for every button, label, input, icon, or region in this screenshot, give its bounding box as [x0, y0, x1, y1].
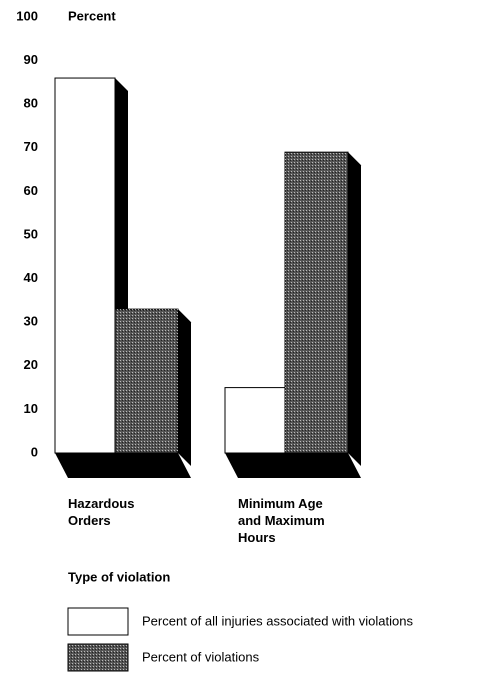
- legend-texture: [68, 644, 128, 671]
- legend-label: Percent of all injuries associated with …: [142, 613, 413, 628]
- floor: [225, 453, 361, 478]
- y-tick-label: 100: [16, 8, 38, 23]
- floor: [55, 453, 191, 478]
- y-tick-label: 20: [24, 357, 38, 372]
- legend-swatch: [67, 607, 129, 636]
- y-tick-label: 10: [24, 401, 38, 416]
- y-tick-label: 30: [24, 314, 38, 329]
- y-axis-label: Percent: [68, 8, 116, 23]
- x-tick-label: Minimum Age and Maximum Hours: [238, 496, 325, 545]
- legend-label: Percent of violations: [142, 649, 260, 664]
- bar: [54, 77, 116, 454]
- y-tick-label: 90: [24, 52, 38, 67]
- y-tick-label: 40: [24, 270, 38, 285]
- y-tick-label: 0: [31, 444, 38, 459]
- y-tick-label: 80: [24, 96, 38, 111]
- bar-texture: [115, 309, 178, 453]
- bar: [224, 387, 286, 454]
- bar-side: [178, 309, 191, 466]
- bar-texture: [285, 152, 348, 453]
- x-tick-label: Hazardous Orders: [68, 496, 134, 528]
- x-axis-label: Type of violation: [68, 569, 170, 584]
- bar-side: [348, 152, 361, 466]
- y-tick-label: 70: [24, 139, 38, 154]
- y-tick-label: 50: [24, 226, 38, 241]
- y-tick-label: 60: [24, 183, 38, 198]
